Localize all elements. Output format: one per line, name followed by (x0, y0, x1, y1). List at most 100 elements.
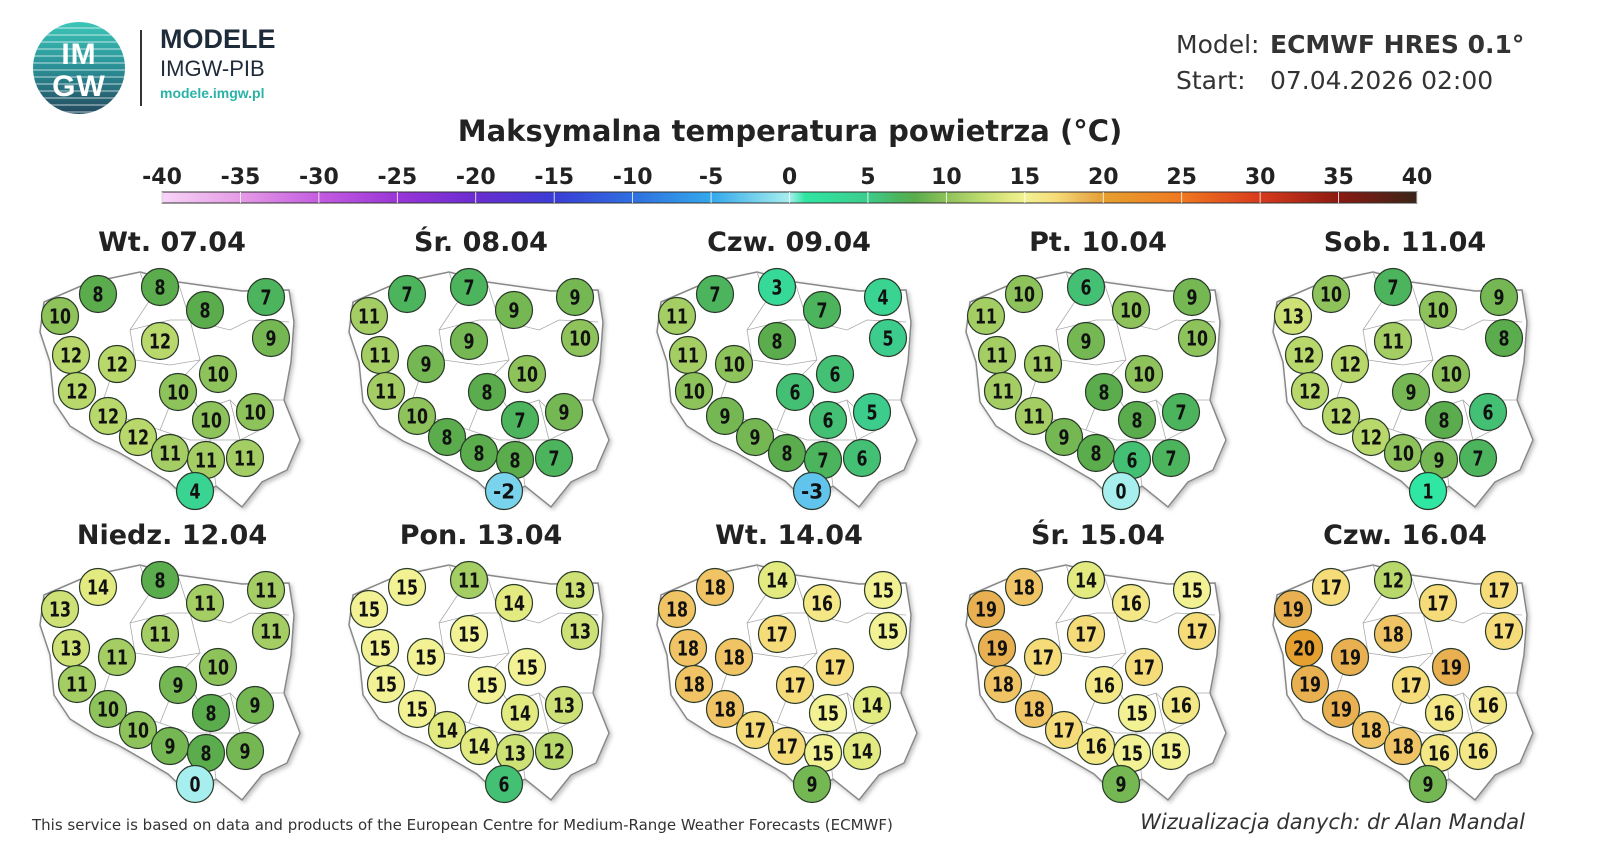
station-marker: 9 (235, 685, 275, 725)
station-circle (500, 400, 540, 440)
station-marker: 7 (246, 277, 286, 317)
station-marker: 11 (657, 296, 697, 336)
station-value: 10 (167, 381, 189, 405)
station-value: 9 (250, 694, 261, 718)
station-marker: 11 (977, 335, 1017, 375)
station-circle (235, 392, 275, 432)
voivodeship-border (438, 612, 499, 624)
station-value: 10 (1440, 363, 1462, 387)
station-marker: 13 (40, 589, 80, 629)
station-value: 11 (234, 447, 256, 471)
station-value: 15 (872, 579, 894, 603)
station-circle (140, 321, 180, 361)
station-value: 9 (266, 327, 277, 351)
station-circle (366, 371, 406, 411)
station-circle (1431, 354, 1471, 394)
station-value: 3 (772, 276, 783, 300)
station-value: 10 (1133, 363, 1155, 387)
station-marker: 13 (495, 733, 535, 773)
station-circle (1066, 267, 1106, 307)
station-circle (705, 396, 745, 436)
voivodeship-border (1055, 612, 1116, 624)
station-circle (97, 344, 137, 384)
station-value: 10 (406, 405, 428, 429)
station-marker: 17 (1066, 614, 1106, 654)
station-circle (198, 647, 238, 687)
station-marker: 15 (366, 664, 406, 704)
station-marker: 9 (555, 277, 595, 317)
station-marker: 15 (868, 611, 908, 651)
station-value: 8 (155, 276, 166, 300)
voivodeship-border (1362, 319, 1423, 331)
station-circle (1172, 570, 1212, 610)
station-value: 12 (149, 330, 171, 354)
station-marker: 7 (387, 274, 427, 314)
station-marker: 12 (1373, 560, 1413, 600)
brand-url[interactable]: modele.imgw.pl (160, 85, 265, 101)
station-circle (735, 710, 775, 750)
station-value: 7 (464, 276, 475, 300)
station-value: 8 (200, 299, 211, 323)
station-marker: 11 (140, 614, 180, 654)
station-circle (757, 267, 797, 307)
station-marker: 16 (1076, 726, 1116, 766)
station-value: 6 (1081, 276, 1092, 300)
station-value: 15 (458, 623, 480, 647)
station-value: 14 (1075, 569, 1097, 593)
station-marker: 7 (534, 438, 574, 478)
station-value: 8 (1099, 381, 1110, 405)
station-circle (695, 274, 735, 314)
colorbar-tick-label: -10 (613, 165, 653, 190)
station-value: 14 (851, 740, 873, 764)
station-marker: 12 (1321, 396, 1361, 436)
station-marker: 10 (198, 647, 238, 687)
station-marker: -2 (484, 471, 524, 511)
station-value: 19 (1330, 698, 1352, 722)
station-circle (1431, 647, 1471, 687)
station-value: 7 (1473, 447, 1484, 471)
station-value: 18 (723, 646, 745, 670)
station-marker: -3 (792, 471, 832, 511)
station-marker: 11 (1023, 344, 1063, 384)
station-marker: 15 (397, 689, 437, 729)
station-value: 9 (173, 674, 184, 698)
station-value: 7 (1166, 447, 1177, 471)
station-value: 10 (127, 719, 149, 743)
station-value: 15 (1126, 702, 1148, 726)
station-marker: 4 (863, 277, 903, 317)
station-marker: 11 (349, 296, 389, 336)
station-marker: 9 (251, 318, 291, 358)
station-circle (966, 296, 1006, 336)
station-marker: 10 (674, 371, 714, 411)
station-marker: 8 (767, 433, 807, 473)
station-circle (88, 396, 128, 436)
station-value: 19 (986, 637, 1008, 661)
station-value: 9 (559, 401, 570, 425)
station-circle (397, 396, 437, 436)
colorbar-tick-label: 35 (1323, 165, 1354, 190)
station-circle (78, 274, 118, 314)
station-circle (868, 318, 908, 358)
station-value: 13 (504, 742, 526, 766)
station-marker: 9 (1172, 277, 1212, 317)
colorbar-tick-label: -25 (377, 165, 417, 190)
station-circle (1111, 583, 1151, 623)
logo-stripes (33, 22, 125, 114)
station-value: 19 (1299, 673, 1321, 697)
station-value: 11 (159, 442, 181, 466)
station-value: 1 (1423, 480, 1434, 504)
station-circle (397, 689, 437, 729)
station-value: 17 (1400, 674, 1422, 698)
station-marker: 8 (427, 417, 467, 457)
station-value: 17 (824, 656, 846, 680)
station-value: 14 (87, 576, 109, 600)
station-circle (406, 637, 446, 677)
station-value: 11 (106, 646, 128, 670)
station-marker: 12 (51, 335, 91, 375)
station-circle (983, 664, 1023, 704)
station-circle (1484, 318, 1524, 358)
model-label: Model: (1176, 30, 1260, 59)
station-marker: 9 (150, 726, 190, 766)
station-circle (802, 583, 842, 623)
station-marker: 12 (534, 731, 574, 771)
